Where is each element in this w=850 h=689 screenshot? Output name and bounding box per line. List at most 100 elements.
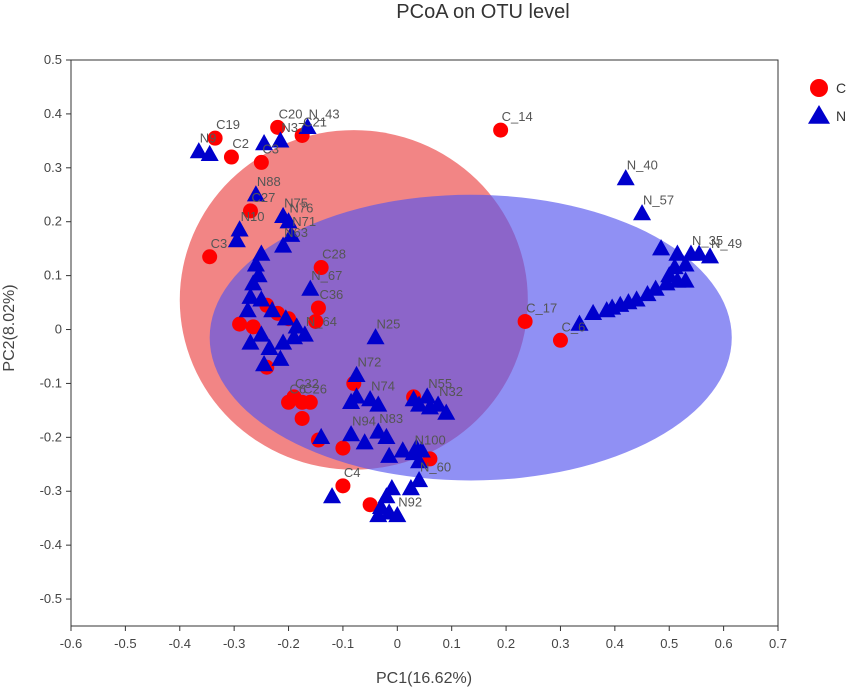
point-n: [246, 255, 265, 272]
point-n: [276, 309, 295, 326]
point-c: [253, 154, 269, 170]
point-label: N92: [398, 494, 422, 509]
point-n: [388, 505, 407, 523]
x-tick-label: 0: [394, 636, 401, 651]
point-label: N_64: [306, 314, 337, 329]
point-label: C_6: [561, 319, 585, 334]
point-c: [202, 249, 218, 265]
point-n: [230, 220, 249, 237]
point-c: [310, 300, 326, 316]
point-n: [393, 441, 412, 458]
point-n: [260, 338, 279, 356]
point-n: [252, 325, 271, 342]
point-c: [517, 313, 533, 329]
point-n: [429, 395, 448, 412]
legend-label-c: C: [836, 80, 846, 96]
point-n: [263, 301, 282, 318]
data-points: [189, 117, 720, 523]
point-n: [323, 487, 342, 504]
point-label: C19: [216, 117, 240, 132]
point-c: [223, 149, 239, 165]
point-label: N_60: [420, 459, 451, 474]
point-label: N76: [290, 201, 314, 216]
point-n: [401, 479, 420, 496]
point-n: [287, 317, 306, 334]
point-n: [380, 446, 399, 463]
point-n: [410, 452, 429, 469]
x-tick-label: -0.2: [277, 636, 299, 651]
point-n: [274, 236, 293, 253]
point-n: [255, 355, 274, 372]
point-n: [410, 395, 429, 412]
y-tick-label: 0.4: [44, 106, 62, 121]
point-c: [245, 319, 261, 335]
point-label: N72: [358, 354, 382, 369]
point-c: [302, 394, 318, 410]
point-c: [493, 122, 509, 138]
point-n: [638, 284, 657, 302]
point-n: [279, 212, 298, 229]
point-label: C6: [290, 381, 307, 396]
point-n: [633, 204, 652, 221]
point-n: [238, 301, 257, 318]
point-c: [335, 478, 351, 494]
point-n: [298, 117, 317, 135]
x-tick-label: 0.6: [715, 636, 733, 651]
x-tick-label: 0.4: [606, 636, 624, 651]
point-n: [584, 303, 603, 321]
x-axis-label: PC1(16.62%): [376, 670, 472, 687]
point-label: C28: [322, 247, 346, 262]
point-label: N100: [415, 433, 446, 448]
x-tick-label: -0.1: [332, 636, 354, 651]
point-label: N75: [284, 195, 308, 210]
point-n: [657, 274, 676, 291]
y-tick-label: -0.3: [40, 483, 62, 498]
point-n: [241, 287, 260, 304]
legend-marker-n: [808, 105, 830, 124]
point-label: N10: [241, 209, 265, 224]
point-c: [313, 260, 329, 276]
legend-label-n: N: [836, 108, 846, 124]
point-n: [244, 274, 263, 291]
point-n: [377, 427, 396, 444]
point-n: [355, 433, 374, 450]
point-n: [366, 328, 385, 345]
point-label: N71: [292, 214, 316, 229]
point-n: [295, 325, 314, 342]
point-c: [270, 119, 286, 135]
point-c: [308, 313, 324, 329]
point-n: [676, 255, 695, 272]
point-label: N74: [371, 379, 395, 394]
point-label: C26: [303, 381, 327, 396]
y-tick-label: -0.2: [40, 429, 62, 444]
point-n: [342, 392, 361, 409]
x-tick-label: 0.1: [443, 636, 461, 651]
y-axis-label: PC2(8.02%): [1, 284, 18, 371]
point-n: [246, 185, 265, 202]
point-c: [335, 440, 351, 456]
point-label: N_35: [692, 233, 723, 248]
y-tick-label: 0.1: [44, 268, 62, 283]
point-n: [274, 333, 293, 350]
point-c: [242, 203, 258, 219]
x-tick-label: -0.3: [223, 636, 245, 651]
point-n: [200, 144, 219, 161]
point-n: [227, 231, 246, 248]
y-tick-label: -0.1: [40, 375, 62, 390]
point-label: N37: [281, 120, 305, 135]
point-n: [369, 395, 388, 412]
y-tick-label: -0.4: [40, 537, 62, 552]
point-n: [418, 387, 437, 404]
legend: CN: [808, 79, 846, 124]
point-n: [676, 271, 695, 288]
x-tick-label: 0.2: [497, 636, 515, 651]
point-n: [597, 301, 616, 318]
point-label: N63: [284, 225, 308, 240]
point-label: N55: [428, 376, 452, 391]
point-c: [362, 497, 378, 513]
point-label: N9: [200, 131, 217, 146]
ellipse-n: [209, 194, 732, 481]
point-label: C_17: [526, 300, 557, 315]
axis-ticks: -0.6 -0.5 -0.4 -0.3 -0.2 -0.1 0 0.1 0.2 0.3 0.4 0.5…: [40, 52, 787, 651]
